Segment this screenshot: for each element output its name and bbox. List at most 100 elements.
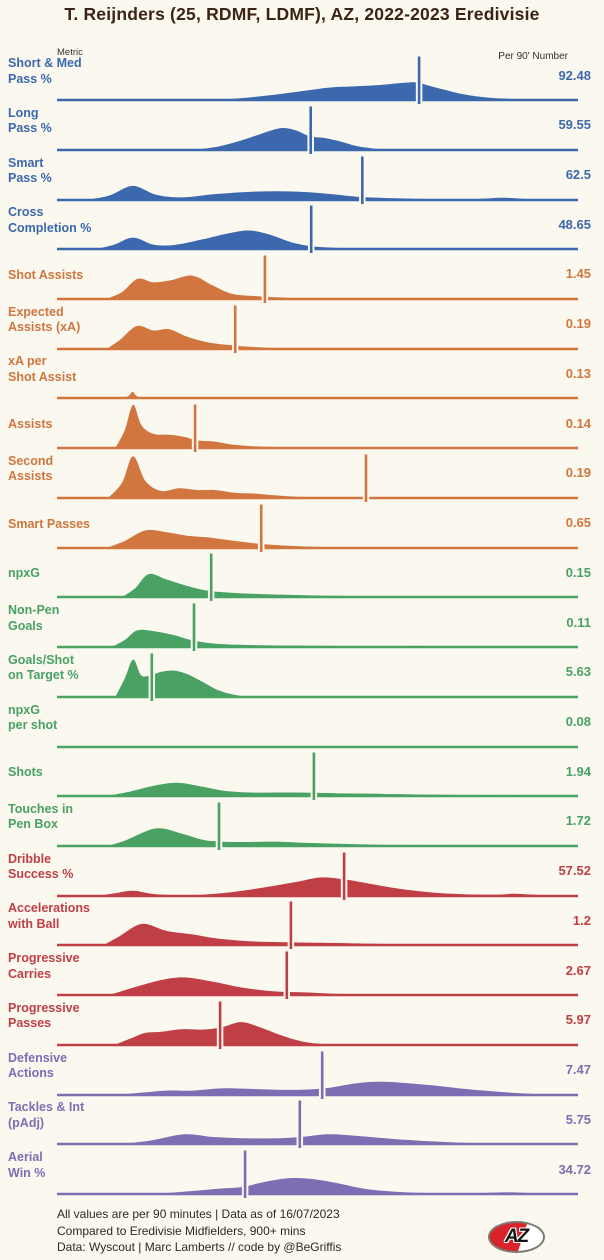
per90-value: 0.19 [565,316,591,332]
density-plot [57,106,578,154]
metric-row: Goals/Shot on Target % 5.63 [0,651,604,705]
metric-row: xA per Shot Assist 0.13 [0,352,604,406]
metric-row: Dribble Success % 57.52 [0,850,604,904]
density-plot [57,802,578,850]
footer-line-2: Compared to Eredivisie Midfielders, 900+… [57,1223,306,1238]
metric-row: Smart Passes 0.65 [0,502,604,556]
density-area [106,782,526,797]
per90-value: 1.72 [565,813,591,829]
metric-label: npxG per shot [8,702,58,733]
density-area [192,127,393,150]
density-area [122,574,500,598]
metric-label: Shot Assists [8,267,84,282]
density-area [108,455,360,498]
metric-row: Shot Assists 1.45 [0,253,604,307]
density-plot [57,404,578,453]
density-plot [57,951,578,1000]
metric-label: Smart Pass % [8,155,52,186]
metric-label: Aerial Win % [8,1150,46,1180]
metric-label: Dribble Success % [8,851,74,882]
density-plot [57,1150,578,1199]
footer-line-1: All values are per 90 minutes | Data as … [57,1207,340,1221]
per90-value: 92.48 [558,67,591,83]
per90-value: 0.19 [565,465,591,481]
metric-row: Tackles & Int (pAdj) 5.75 [0,1098,604,1152]
density-plot [57,392,578,400]
per90-value: 7.47 [565,1062,591,1078]
metric-row: Aerial Win % 34.72 [0,1148,604,1202]
metric-label: Accelerations with Ball [8,901,90,931]
density-plot [57,504,578,552]
az-club-logo: AZ [488,1221,545,1253]
metric-row: npxG 0.15 [0,551,604,605]
density-plot [57,1100,578,1149]
per90-value: 48.65 [558,216,591,232]
metric-label: Goals/Shot on Target % [8,652,79,683]
metric-label: Assists [8,417,53,432]
metric-label: xA per Shot Assist [8,354,77,384]
density-area [109,977,375,996]
metric-label: Non-Pen Goals [8,603,60,633]
per90-value: 5.97 [565,1012,591,1028]
metric-label: Defensive Actions [8,1050,68,1081]
density-plot [57,553,578,602]
per90-value: 62.5 [565,167,591,182]
density-area [115,659,250,697]
metric-row: Expected Assists (xA) 0.19 [0,303,604,357]
density-plot [57,852,578,900]
density-area [96,877,573,896]
metric-label: Cross Completion % [8,205,92,235]
metric-row: Second Assists 0.19 [0,452,604,506]
density-plot [57,745,578,748]
metric-label: Progressive Passes [8,1000,80,1031]
metric-label: Smart Passes [8,516,91,531]
density-area [103,924,438,946]
per90-value: 57.52 [558,863,591,879]
per90-value: 0.08 [565,714,591,729]
density-area [114,1021,344,1045]
metric-row: Cross Completion % 48.65 [0,203,604,257]
metric-row: Long Pass % 59.55 [0,104,604,158]
density-plot [57,752,578,801]
density-area [115,404,302,449]
metric-row: Non-Pen Goals 0.11 [0,601,604,655]
footer: All values are per 90 minutes | Data as … [57,1206,341,1256]
per90-value: 0.14 [565,415,591,431]
metric-row: Defensive Actions 7.47 [0,1049,604,1103]
density-plot [57,156,578,204]
per90-value: 34.72 [558,1161,591,1177]
density-plot [57,255,578,303]
per90-value: 5.63 [565,664,591,680]
metric-label: Progressive Carries [8,951,80,981]
density-plot [57,205,578,254]
density-area [122,1134,516,1145]
metric-label: Short & Med Pass % [8,56,82,86]
density-area [96,230,552,250]
metric-row: Progressive Passes 5.97 [0,999,604,1053]
per90-value: 1.45 [565,266,591,282]
per90-value: 0.13 [565,365,591,381]
metric-row: Accelerations with Ball 1.2 [0,899,604,953]
density-plot [57,305,578,353]
chart-title: T. Reijnders (25, RDMF, LDMF), AZ, 2022-… [64,4,540,24]
metric-label: Long Pass % [8,105,52,136]
density-plot [57,603,578,651]
metric-label: npxG [8,566,40,581]
az-logo-text: AZ [504,1226,529,1247]
footer-line-3: Data: Wyscout | Marc Lamberts // code by… [57,1240,342,1254]
density-area [123,392,142,399]
density-area [85,185,568,200]
density-area [106,828,453,846]
density-plot [57,1001,578,1049]
metric-label: Shots [8,765,43,780]
metric-row: Progressive Carries 2.67 [0,949,604,1003]
metric-label: Touches in Pen Box [8,801,74,832]
per90-value: 5.75 [565,1111,591,1127]
metric-label: Tackles & Int (pAdj) [8,1100,85,1130]
density-plot [57,454,578,502]
density-area [116,1081,568,1095]
metric-row: Touches in Pen Box 1.72 [0,800,604,854]
per90-value: 0.15 [565,564,591,580]
per90-value: 1.2 [572,912,591,928]
per90-value: 1.94 [565,763,591,779]
